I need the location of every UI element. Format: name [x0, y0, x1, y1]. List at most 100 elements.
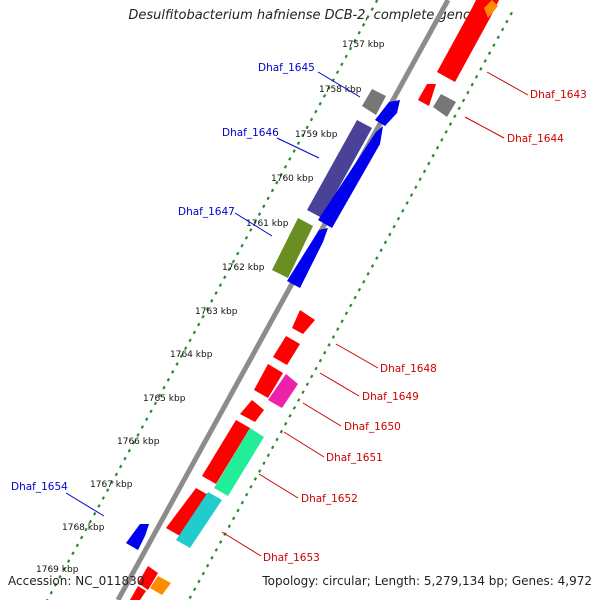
- tick-mark: [145, 417, 149, 422]
- tick-mark: [131, 440, 136, 445]
- tick-mark: [236, 251, 240, 256]
- gene-dhaf-1648-arrow[interactable]: [292, 310, 315, 334]
- tick-mark: [327, 86, 331, 90]
- gene-dhaf-1653-arrow[interactable]: [166, 488, 210, 536]
- tick-mark: [509, 11, 513, 16]
- gene-1758-blue-arrow[interactable]: [375, 100, 400, 126]
- tick-mark: [427, 161, 431, 166]
- gene-label-dhaf-1643[interactable]: Dhaf_1643: [530, 89, 587, 101]
- tick-mark: [453, 114, 457, 119]
- tick-mark: [184, 346, 188, 351]
- gene-label-dhaf-1647[interactable]: Dhaf_1647: [178, 206, 235, 218]
- gene-upper-orange-arrow[interactable]: [484, 0, 498, 18]
- tick-mark: [375, 256, 379, 260]
- gene-dhaf-1643-arrow[interactable]: [437, 0, 500, 82]
- gene-dhaf-1650-pink-arrow[interactable]: [268, 374, 298, 408]
- tick-mark: [66, 559, 71, 563]
- tick-label-1760: 1760 kbp: [271, 174, 314, 184]
- gene-dhaf-1652-arrow[interactable]: [202, 420, 250, 484]
- tick-mark: [301, 133, 305, 138]
- gene-dhaf-1653-cyan-arrow[interactable]: [176, 492, 222, 548]
- tick-mark: [366, 272, 370, 276]
- tick-label-1761: 1761 kbp: [246, 219, 289, 229]
- tick-mark: [266, 196, 270, 201]
- tick-mark: [197, 579, 201, 584]
- gene-bottom-red-arrow[interactable]: [138, 566, 158, 590]
- tick-mark: [275, 180, 279, 185]
- tick-mark: [188, 595, 192, 600]
- gene-bottom-red-arrow-2[interactable]: [130, 586, 146, 600]
- tick-mark: [322, 94, 327, 98]
- gene-label-dhaf-1652[interactable]: Dhaf_1652: [301, 493, 358, 505]
- gene-bottom-orange-arrow[interactable]: [150, 576, 171, 595]
- tick-mark: [105, 488, 110, 492]
- tick-mark: [288, 157, 292, 161]
- tick-mark: [218, 540, 223, 544]
- tick-mark: [348, 46, 353, 51]
- tick-label-1766: 1766 kbp: [117, 437, 160, 447]
- gene-label-dhaf-1644[interactable]: Dhaf_1644: [507, 133, 564, 145]
- gene-1758-gray-arrow[interactable]: [362, 89, 386, 115]
- tick-mark: [275, 437, 279, 442]
- gene-dhaf-1646-arrow[interactable]: [307, 120, 372, 218]
- tick-mark: [75, 543, 79, 548]
- tick-mark: [127, 448, 132, 453]
- gene-label-dhaf-1654[interactable]: Dhaf_1654: [11, 481, 68, 493]
- tick-mark: [435, 145, 440, 150]
- tick-mark: [370, 7, 374, 11]
- tick-mark: [305, 382, 310, 387]
- tick-mark: [79, 535, 84, 540]
- gene-dhaf-1650-arrow[interactable]: [254, 364, 283, 398]
- gene-dhaf-1651-arrow[interactable]: [240, 400, 264, 422]
- tick-mark: [101, 496, 106, 500]
- tick-label-1768: 1768 kbp: [62, 523, 105, 533]
- gene-1762-blue-arrow[interactable]: [287, 228, 328, 288]
- gene-label-dhaf-1649[interactable]: Dhaf_1649: [362, 391, 419, 403]
- tick-mark: [461, 98, 466, 103]
- tick-mark: [244, 235, 249, 240]
- gene-dhaf-1643b-arrow[interactable]: [418, 84, 436, 106]
- reverse-strand-genes: [130, 0, 500, 600]
- tick-mark: [227, 524, 232, 529]
- tick-mark: [262, 204, 266, 209]
- genome-title: Desulfitobacterium hafniense DCB-2, comp…: [128, 8, 492, 23]
- tick-mark: [266, 453, 271, 458]
- tick-mark: [205, 306, 210, 311]
- gene-label-dhaf-1650[interactable]: Dhaf_1650: [344, 421, 401, 433]
- gene-label-dhaf-1653[interactable]: Dhaf_1653: [263, 552, 320, 564]
- tick-mark: [353, 295, 357, 300]
- tick-mark: [336, 327, 340, 331]
- tick-mark: [297, 398, 301, 402]
- gene-dhaf-1644-arrow[interactable]: [433, 94, 456, 117]
- tick-mark: [192, 330, 197, 335]
- gene-label-dhaf-1646[interactable]: Dhaf_1646: [222, 127, 279, 139]
- gene-dhaf-1654-arrow[interactable]: [126, 524, 149, 550]
- gene-label-dhaf-1648[interactable]: Dhaf_1648: [380, 363, 437, 375]
- tick-mark: [366, 15, 370, 19]
- gene-label-dhaf-1651[interactable]: Dhaf_1651: [326, 452, 383, 464]
- gene-label-dhaf-1645[interactable]: Dhaf_1645: [258, 62, 315, 74]
- tick-mark: [357, 287, 362, 292]
- gene-1759-blue-arrow[interactable]: [318, 126, 383, 228]
- tick-mark: [500, 27, 505, 32]
- tick-mark: [236, 508, 240, 513]
- tick-mark: [318, 101, 322, 106]
- tick-mark: [271, 445, 275, 450]
- tick-mark: [487, 51, 492, 55]
- tick-mark: [392, 224, 396, 229]
- tick-mark: [253, 220, 257, 224]
- gene-dhaf-1652-green-arrow[interactable]: [214, 428, 264, 496]
- tick-mark: [379, 248, 383, 253]
- tick-mark: [62, 567, 66, 571]
- tick-label-1762: 1762 kbp: [222, 263, 265, 273]
- gene-dhaf-1649-arrow[interactable]: [273, 336, 300, 365]
- tick-mark: [470, 82, 474, 87]
- tick-mark: [361, 23, 366, 27]
- tick-mark: [401, 208, 405, 213]
- gene-dhaf-1647-arrow[interactable]: [272, 218, 313, 278]
- tick-mark: [383, 240, 388, 245]
- tick-mark: [284, 421, 288, 426]
- tick-label-1767: 1767 kbp: [90, 480, 133, 490]
- tick-mark: [310, 374, 314, 379]
- tick-mark: [110, 480, 114, 485]
